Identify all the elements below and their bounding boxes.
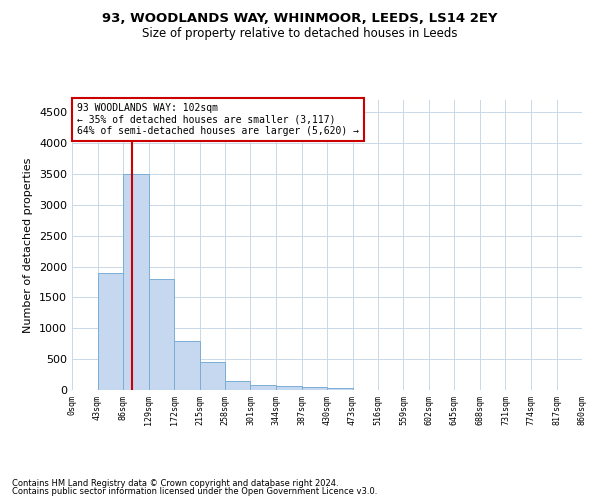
Text: Contains HM Land Registry data © Crown copyright and database right 2024.: Contains HM Land Registry data © Crown c… [12,478,338,488]
Text: Size of property relative to detached houses in Leeds: Size of property relative to detached ho… [142,28,458,40]
Bar [302,387,327,390]
Text: 93 WOODLANDS WAY: 102sqm
← 35% of detached houses are smaller (3,117)
64% of sem: 93 WOODLANDS WAY: 102sqm ← 35% of detach… [77,103,359,136]
Bar [149,279,174,390]
Bar [97,273,123,390]
Y-axis label: Number of detached properties: Number of detached properties [23,158,34,332]
Bar [327,388,353,390]
Text: Contains public sector information licensed under the Open Government Licence v3: Contains public sector information licen… [12,487,377,496]
Text: 93, WOODLANDS WAY, WHINMOOR, LEEDS, LS14 2EY: 93, WOODLANDS WAY, WHINMOOR, LEEDS, LS14… [102,12,498,26]
Bar [174,340,199,390]
Bar [251,385,276,390]
Bar [276,386,302,390]
Bar [225,380,251,390]
Bar [199,362,225,390]
Bar [123,174,149,390]
